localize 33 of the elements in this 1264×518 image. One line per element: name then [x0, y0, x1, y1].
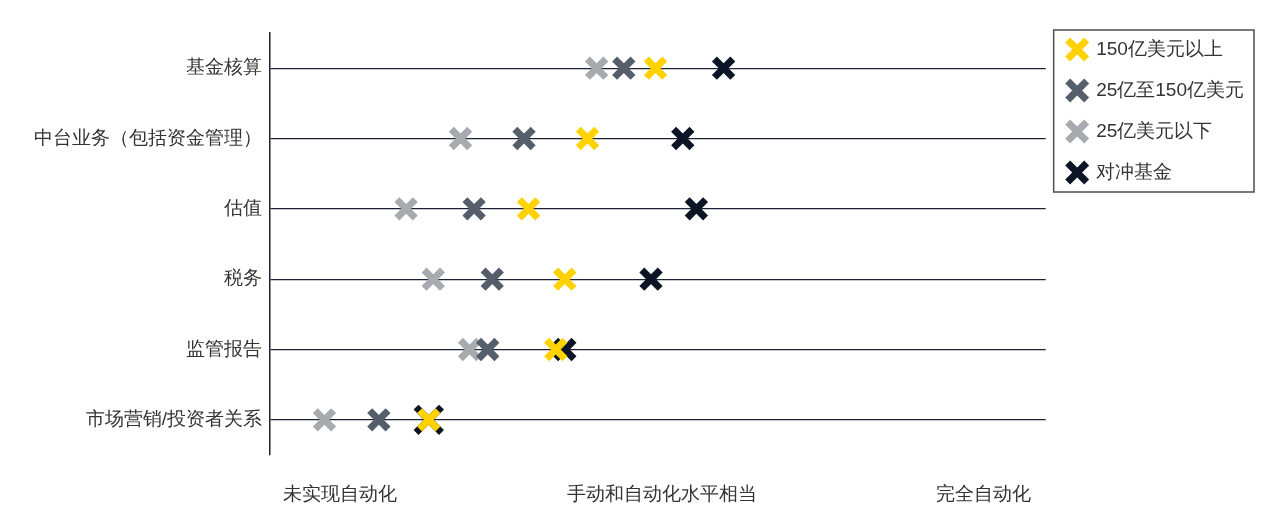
- point: [393, 196, 419, 222]
- y-tick-label: 中台业务（包括资金管理）: [34, 126, 262, 148]
- y-tick-label: 市场营销/投资者关系: [85, 408, 262, 430]
- point: [447, 125, 474, 152]
- y-tick-label: 监管报告: [186, 337, 262, 359]
- point: [583, 55, 610, 81]
- point: [461, 196, 487, 222]
- point: [311, 407, 338, 433]
- text: 未实现自动化: [282, 482, 397, 504]
- legend-label: 25亿美元以下: [1096, 119, 1213, 141]
- text: 完全自动化: [936, 482, 1032, 504]
- y-tick-label: 基金核算: [186, 56, 262, 78]
- text: 手动和自动化水平相当: [566, 482, 757, 504]
- legend-label: 25亿至150亿美元: [1096, 78, 1245, 100]
- y-tick-label: 估值: [223, 197, 262, 219]
- point: [475, 336, 501, 363]
- point: [670, 125, 696, 152]
- point: [710, 55, 737, 81]
- point: [574, 125, 601, 152]
- point: [638, 266, 664, 292]
- point: [420, 266, 446, 292]
- point: [611, 55, 637, 81]
- legend-label: 对冲基金: [1096, 160, 1173, 182]
- point: [642, 55, 669, 81]
- point: [515, 196, 542, 222]
- point: [479, 266, 505, 292]
- point: [683, 196, 710, 222]
- legend-label: 150亿美元以上: [1096, 37, 1223, 59]
- point: [543, 336, 569, 363]
- point: [552, 266, 578, 292]
- y-tick-label: 税务: [224, 267, 262, 289]
- point: [366, 407, 392, 433]
- point: [511, 125, 537, 152]
